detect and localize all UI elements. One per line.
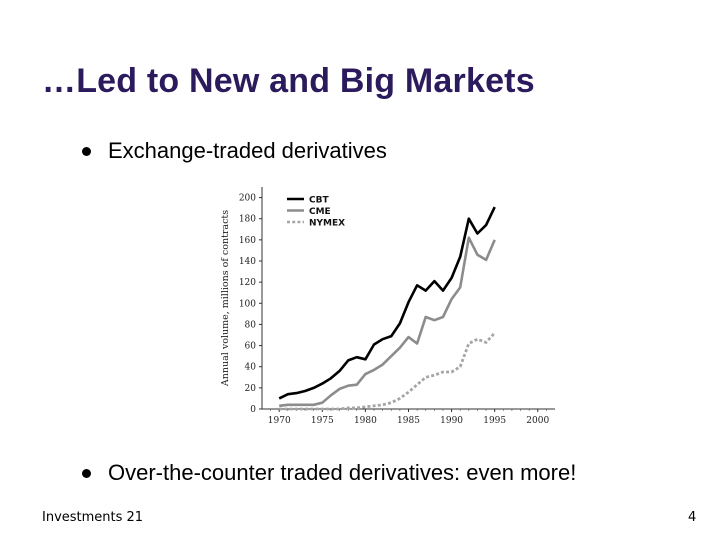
y-tick-label: 140 <box>239 257 256 267</box>
x-tick-label: 2000 <box>526 416 549 426</box>
slide-title: …Led to New and Big Markets <box>42 62 535 100</box>
y-tick-label: 180 <box>239 215 256 225</box>
legend-label: CME <box>309 207 331 217</box>
bullet-exchange-traded: Exchange-traded derivatives <box>82 138 387 164</box>
legend-label: NYMEX <box>309 219 345 229</box>
x-tick-label: 1985 <box>397 416 420 426</box>
y-tick-label: 120 <box>239 278 256 288</box>
bullet-dot-icon <box>82 468 91 478</box>
volume-line-chart: 0 20 40 60 80 100 120 140 160 180 200 1970 1975 1980 1… <box>220 187 555 426</box>
slide-page-number: 4 <box>688 510 697 525</box>
y-tick-label: 60 <box>245 342 257 352</box>
x-tick-label: 1970 <box>268 416 291 426</box>
footer-course-label: Investments 21 <box>42 510 144 525</box>
chart-axes: 0 20 40 60 80 100 120 140 160 180 200 1970 1975 1980 1… <box>220 187 555 426</box>
legend-label: CBT <box>309 196 329 206</box>
x-tick-label: 1980 <box>354 416 377 426</box>
y-tick-label: 200 <box>239 194 256 204</box>
series-line-cbt <box>278 206 496 400</box>
y-tick-label: 160 <box>239 236 256 246</box>
y-axis-label: Annual volume, millions of contracts <box>220 210 231 387</box>
x-tick-label: 1995 <box>483 416 506 426</box>
y-tick-label: 100 <box>239 299 256 309</box>
x-tick-label: 1990 <box>440 416 463 426</box>
bullet-otc-traded: Over-the-counter traded derivatives: eve… <box>82 460 576 486</box>
bullet-text: Exchange-traded derivatives <box>108 138 387 163</box>
series-line-nymex <box>279 331 496 411</box>
chart-series-lines <box>278 206 496 411</box>
y-tick-label: 40 <box>245 363 257 373</box>
y-tick-label: 20 <box>245 384 257 394</box>
y-tick-label: 0 <box>250 405 256 415</box>
series-line-cme <box>279 236 496 408</box>
y-tick-label: 80 <box>245 320 257 330</box>
bullet-dot-icon <box>82 146 91 156</box>
bullet-text: Over-the-counter traded derivatives: eve… <box>108 460 577 485</box>
x-tick-label: 1975 <box>311 416 334 426</box>
